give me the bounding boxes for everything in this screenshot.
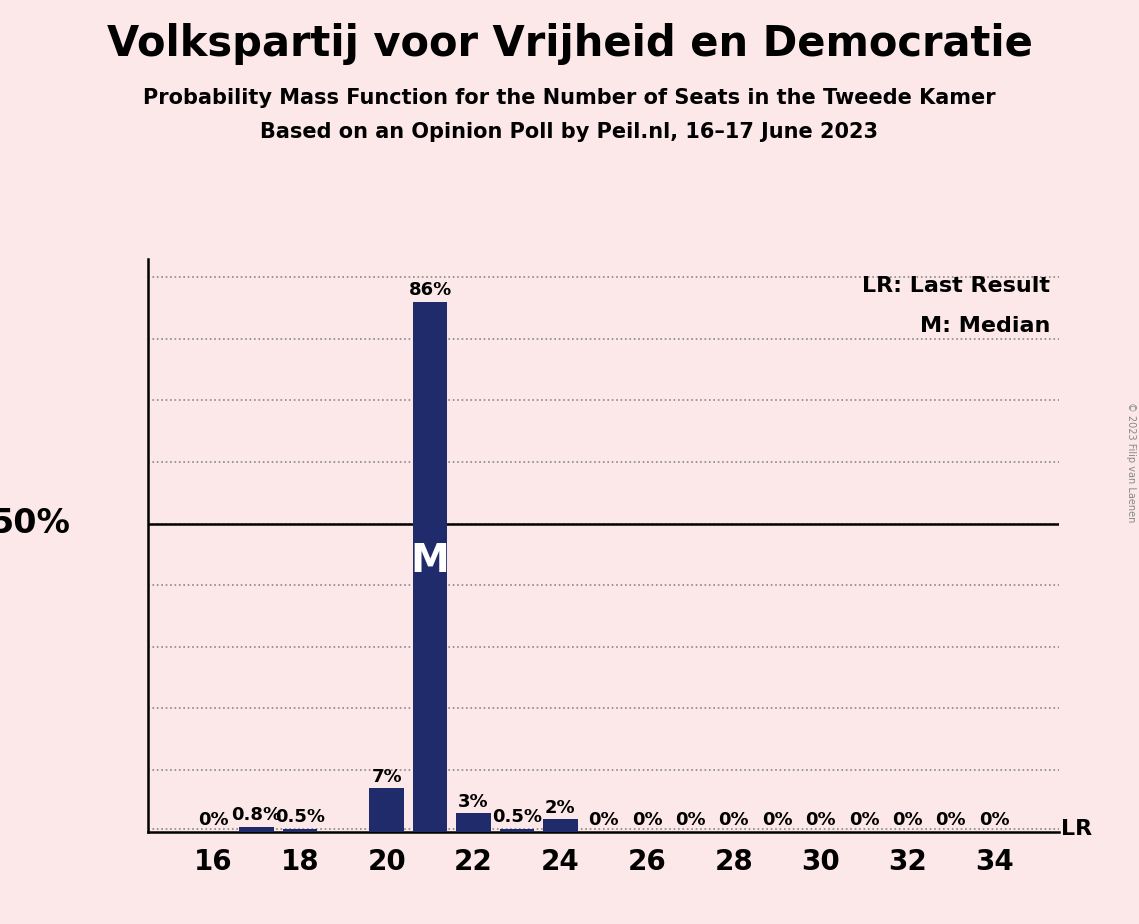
Text: 0.8%: 0.8%	[231, 807, 281, 824]
Text: 0%: 0%	[762, 811, 793, 829]
Text: Probability Mass Function for the Number of Seats in the Tweede Kamer: Probability Mass Function for the Number…	[144, 88, 995, 108]
Text: © 2023 Filip van Laenen: © 2023 Filip van Laenen	[1125, 402, 1136, 522]
Text: Volkspartij voor Vrijheid en Democratie: Volkspartij voor Vrijheid en Democratie	[107, 23, 1032, 65]
Text: 0%: 0%	[805, 811, 836, 829]
Text: 0%: 0%	[198, 811, 229, 829]
Bar	[456, 813, 491, 832]
Text: 7%: 7%	[371, 768, 402, 786]
Text: 0%: 0%	[978, 811, 1009, 829]
Text: 50%: 50%	[0, 507, 71, 541]
Text: 0%: 0%	[849, 811, 879, 829]
Bar	[543, 820, 577, 832]
Text: M: Median: M: Median	[920, 316, 1050, 336]
Bar	[412, 302, 448, 832]
Text: 0%: 0%	[892, 811, 923, 829]
Text: 0%: 0%	[935, 811, 966, 829]
Bar	[282, 829, 318, 832]
Text: 3%: 3%	[458, 793, 489, 810]
Bar	[239, 827, 273, 832]
Text: LR: LR	[1062, 819, 1092, 838]
Text: Based on an Opinion Poll by Peil.nl, 16–17 June 2023: Based on an Opinion Poll by Peil.nl, 16–…	[261, 122, 878, 142]
Bar	[500, 829, 534, 832]
Text: LR: Last Result: LR: Last Result	[862, 276, 1050, 296]
Text: 0.5%: 0.5%	[274, 808, 325, 826]
Text: 0%: 0%	[632, 811, 663, 829]
Text: 0%: 0%	[589, 811, 618, 829]
Text: 0%: 0%	[675, 811, 706, 829]
Bar	[369, 788, 404, 832]
Text: 86%: 86%	[409, 281, 452, 298]
Text: M: M	[411, 541, 450, 579]
Text: 0.5%: 0.5%	[492, 808, 542, 826]
Text: 0%: 0%	[719, 811, 749, 829]
Text: 2%: 2%	[544, 799, 575, 817]
